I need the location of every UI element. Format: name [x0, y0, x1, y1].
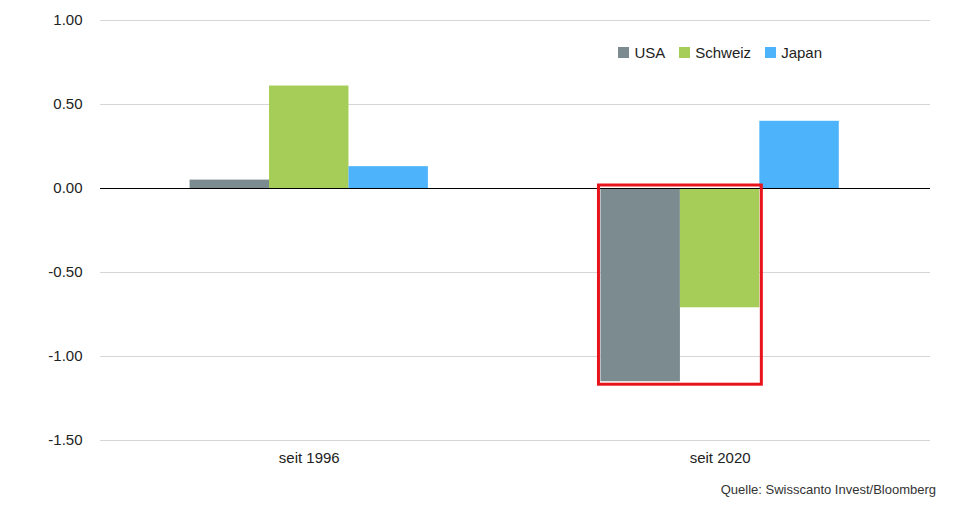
- svg-text:1.00: 1.00: [53, 11, 82, 28]
- svg-text:-1.50: -1.50: [48, 431, 82, 448]
- svg-text:-1.00: -1.00: [48, 347, 82, 364]
- html-text:Schweiz: Schweiz: [695, 44, 752, 61]
- svg-text:-0.50: -0.50: [48, 263, 82, 280]
- svg-text:0.00: 0.00: [53, 179, 82, 196]
- svg-text:0.50: 0.50: [53, 95, 82, 112]
- html-text:Quelle: Swisscanto Invest/Bloo: Quelle: Swisscanto Invest/Bloomberg: [720, 482, 936, 497]
- html-text:Japan: Japan: [781, 44, 822, 61]
- svg-text:seit 1996: seit 1996: [279, 449, 340, 466]
- html-text:USA: USA: [634, 44, 666, 61]
- svg-text:seit 2020: seit 2020: [690, 449, 751, 466]
